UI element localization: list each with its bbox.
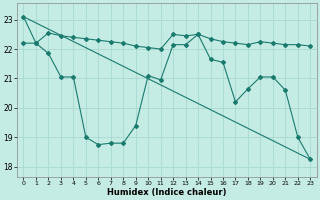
- X-axis label: Humidex (Indice chaleur): Humidex (Indice chaleur): [107, 188, 227, 197]
